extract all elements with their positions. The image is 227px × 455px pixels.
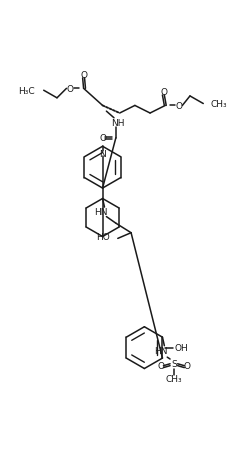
Text: NH: NH [111, 119, 124, 128]
Text: O: O [80, 71, 87, 80]
Text: O: O [183, 361, 190, 370]
Text: O: O [174, 102, 181, 111]
Text: O: O [156, 361, 163, 370]
Text: OH: OH [174, 344, 188, 352]
Text: S: S [170, 359, 176, 369]
Text: H₃C: H₃C [18, 86, 35, 96]
Text: HO: HO [96, 233, 110, 242]
Text: O: O [67, 85, 74, 94]
Text: CH₃: CH₃ [210, 100, 227, 109]
Text: HN: HN [153, 346, 167, 355]
Text: O: O [160, 87, 167, 96]
Text: HN: HN [94, 208, 107, 217]
Text: O: O [99, 134, 106, 143]
Text: N: N [99, 150, 106, 159]
Text: CH₃: CH₃ [165, 374, 181, 384]
